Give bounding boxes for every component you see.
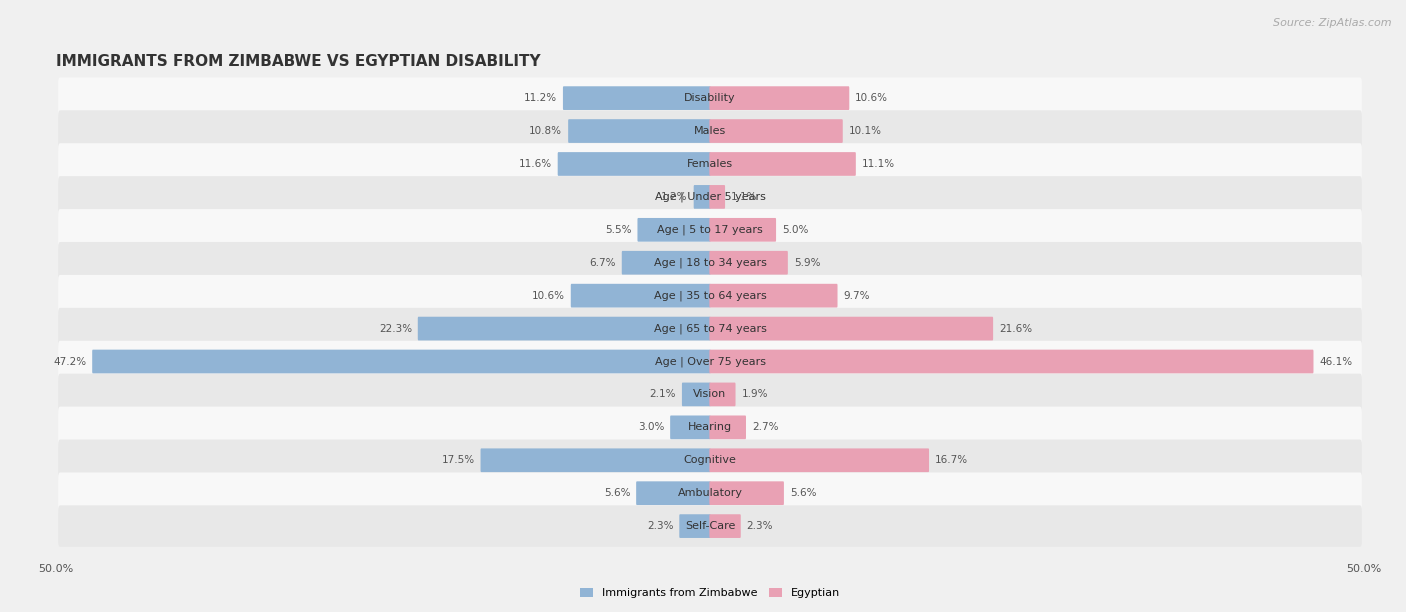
Text: 11.6%: 11.6%: [519, 159, 551, 169]
Text: 21.6%: 21.6%: [1000, 324, 1032, 334]
Text: Disability: Disability: [685, 93, 735, 103]
Text: 5.0%: 5.0%: [782, 225, 808, 235]
Text: Age | 5 to 17 years: Age | 5 to 17 years: [657, 225, 763, 235]
FancyBboxPatch shape: [710, 119, 842, 143]
FancyBboxPatch shape: [58, 110, 1362, 152]
FancyBboxPatch shape: [481, 449, 710, 472]
Text: Source: ZipAtlas.com: Source: ZipAtlas.com: [1274, 18, 1392, 28]
Text: 3.0%: 3.0%: [638, 422, 664, 432]
FancyBboxPatch shape: [710, 416, 747, 439]
Text: 46.1%: 46.1%: [1319, 357, 1353, 367]
Text: Age | 65 to 74 years: Age | 65 to 74 years: [654, 323, 766, 334]
Text: Age | 35 to 64 years: Age | 35 to 64 years: [654, 291, 766, 301]
Text: 17.5%: 17.5%: [441, 455, 475, 465]
Text: 16.7%: 16.7%: [935, 455, 969, 465]
Legend: Immigrants from Zimbabwe, Egyptian: Immigrants from Zimbabwe, Egyptian: [575, 583, 845, 603]
FancyBboxPatch shape: [710, 481, 785, 505]
Text: 1.2%: 1.2%: [661, 192, 688, 202]
FancyBboxPatch shape: [58, 77, 1362, 119]
Text: 22.3%: 22.3%: [378, 324, 412, 334]
FancyBboxPatch shape: [58, 209, 1362, 250]
Text: Age | Under 5 years: Age | Under 5 years: [655, 192, 765, 202]
Text: Females: Females: [688, 159, 733, 169]
FancyBboxPatch shape: [93, 349, 710, 373]
FancyBboxPatch shape: [710, 349, 1313, 373]
Text: 11.2%: 11.2%: [524, 93, 557, 103]
Text: 10.8%: 10.8%: [529, 126, 562, 136]
Text: 5.6%: 5.6%: [603, 488, 630, 498]
FancyBboxPatch shape: [58, 341, 1362, 382]
FancyBboxPatch shape: [710, 251, 787, 275]
Text: Ambulatory: Ambulatory: [678, 488, 742, 498]
Text: Males: Males: [695, 126, 725, 136]
FancyBboxPatch shape: [636, 481, 710, 505]
FancyBboxPatch shape: [710, 514, 741, 538]
FancyBboxPatch shape: [58, 472, 1362, 514]
Text: 9.7%: 9.7%: [844, 291, 870, 300]
FancyBboxPatch shape: [58, 506, 1362, 547]
FancyBboxPatch shape: [58, 308, 1362, 349]
FancyBboxPatch shape: [621, 251, 710, 275]
Text: Age | Over 75 years: Age | Over 75 years: [655, 356, 765, 367]
Text: 2.3%: 2.3%: [647, 521, 673, 531]
Text: 11.1%: 11.1%: [862, 159, 894, 169]
Text: 10.6%: 10.6%: [855, 93, 889, 103]
FancyBboxPatch shape: [562, 86, 710, 110]
FancyBboxPatch shape: [693, 185, 710, 209]
FancyBboxPatch shape: [571, 284, 710, 307]
FancyBboxPatch shape: [637, 218, 710, 242]
FancyBboxPatch shape: [682, 382, 710, 406]
Text: 2.3%: 2.3%: [747, 521, 773, 531]
Text: 47.2%: 47.2%: [53, 357, 86, 367]
Text: 5.6%: 5.6%: [790, 488, 817, 498]
FancyBboxPatch shape: [671, 416, 710, 439]
FancyBboxPatch shape: [418, 317, 710, 340]
Text: Age | 18 to 34 years: Age | 18 to 34 years: [654, 258, 766, 268]
Text: 5.9%: 5.9%: [794, 258, 820, 267]
Text: IMMIGRANTS FROM ZIMBABWE VS EGYPTIAN DISABILITY: IMMIGRANTS FROM ZIMBABWE VS EGYPTIAN DIS…: [56, 53, 541, 69]
Text: 6.7%: 6.7%: [589, 258, 616, 267]
FancyBboxPatch shape: [679, 514, 710, 538]
FancyBboxPatch shape: [58, 406, 1362, 448]
FancyBboxPatch shape: [58, 176, 1362, 218]
FancyBboxPatch shape: [710, 284, 838, 307]
FancyBboxPatch shape: [58, 275, 1362, 316]
FancyBboxPatch shape: [58, 143, 1362, 185]
FancyBboxPatch shape: [710, 382, 735, 406]
Text: 5.5%: 5.5%: [605, 225, 631, 235]
Text: Self-Care: Self-Care: [685, 521, 735, 531]
Text: 1.9%: 1.9%: [741, 389, 768, 400]
FancyBboxPatch shape: [710, 152, 856, 176]
FancyBboxPatch shape: [58, 439, 1362, 481]
FancyBboxPatch shape: [558, 152, 710, 176]
FancyBboxPatch shape: [58, 374, 1362, 415]
Text: Hearing: Hearing: [688, 422, 733, 432]
FancyBboxPatch shape: [710, 218, 776, 242]
FancyBboxPatch shape: [710, 185, 725, 209]
Text: 1.1%: 1.1%: [731, 192, 758, 202]
Text: 2.1%: 2.1%: [650, 389, 676, 400]
FancyBboxPatch shape: [710, 317, 993, 340]
FancyBboxPatch shape: [710, 449, 929, 472]
Text: Vision: Vision: [693, 389, 727, 400]
Text: Cognitive: Cognitive: [683, 455, 737, 465]
FancyBboxPatch shape: [710, 86, 849, 110]
Text: 2.7%: 2.7%: [752, 422, 779, 432]
Text: 10.6%: 10.6%: [531, 291, 565, 300]
FancyBboxPatch shape: [58, 242, 1362, 283]
FancyBboxPatch shape: [568, 119, 710, 143]
Text: 10.1%: 10.1%: [849, 126, 882, 136]
